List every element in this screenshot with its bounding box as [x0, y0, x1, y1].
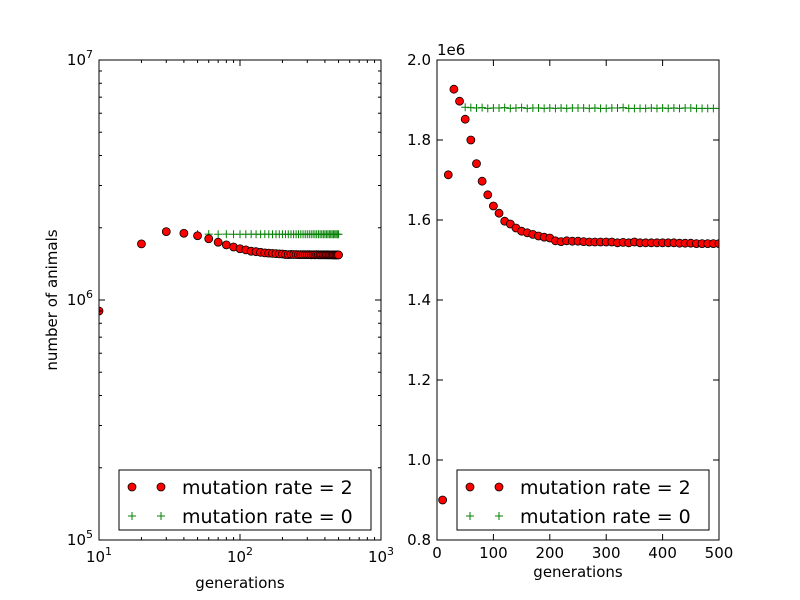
right-chart-legend-marker-plus [466, 512, 474, 520]
right-chart-point-mutation-rate-2 [714, 239, 719, 248]
right-chart-point-mutation-rate-2 [488, 201, 498, 211]
left-chart-point-mutation-rate-2 [137, 239, 146, 249]
right-chart-point-mutation-rate-0 [619, 103, 628, 112]
left-chart-legend: mutation rate = 2 mutation rate = 0 [118, 469, 372, 531]
left-chart-legend-marker-circle [127, 482, 137, 492]
left-chart-point-mutation-rate-2 [213, 237, 223, 247]
right-chart-x-tick-label: 300 [592, 544, 621, 562]
left-chart-point-mutation-rate-0 [214, 230, 223, 239]
right-chart-point-mutation-rate-2 [477, 176, 487, 186]
left-chart-x-tick-label: 103 [368, 545, 394, 566]
right-chart-legend-label: mutation rate = 2 [520, 477, 691, 499]
left-chart-y-tick-label: 106 [67, 288, 93, 309]
left-chart-point-mutation-rate-2 [161, 227, 171, 237]
right-chart-point-mutation-rate-2 [483, 190, 493, 200]
left-chart-point-mutation-rate-0 [222, 230, 231, 239]
right-chart-point-mutation-rate-2 [438, 495, 448, 505]
left-chart-legend-marker-plus [157, 512, 165, 520]
left-chart-legend-label: mutation rate = 0 [182, 506, 353, 528]
left-chart-point-mutation-rate-0 [334, 230, 343, 239]
left-chart-panel: 101 102 103 105 106 107 generations number of… [43, 48, 394, 592]
right-chart-panel: 0 100 200 300 400 500 0.8 1.0 1.2 1.4 1.6 1.8 2.0 1e… [407, 41, 733, 581]
left-chart-point-mutation-rate-2 [334, 250, 343, 260]
right-chart-point-mutation-rate-2 [460, 114, 470, 124]
right-chart-point-mutation-rate-0 [500, 103, 509, 112]
left-chart-legend-marker-plus [128, 512, 136, 520]
right-chart-plot-area [436, 59, 720, 541]
right-chart-legend-label: mutation rate = 0 [520, 506, 691, 528]
right-chart-data-points [438, 84, 719, 505]
right-chart-point-mutation-rate-2 [449, 84, 459, 94]
right-chart-y-tick-label: 0.8 [407, 531, 431, 549]
left-chart-point-mutation-rate-2 [193, 231, 202, 241]
right-chart-x-tick-label: 200 [535, 544, 564, 562]
right-chart-legend: mutation rate = 2 mutation rate = 0 [456, 469, 710, 531]
right-chart-y-tick-label: 1.2 [407, 371, 431, 389]
right-chart-point-mutation-rate-0 [517, 103, 526, 112]
right-chart-legend-marker-plus [495, 512, 503, 520]
right-chart-point-mutation-rate-0 [478, 103, 487, 112]
right-chart-point-mutation-rate-2 [472, 159, 481, 169]
left-chart-legend-marker-circle [156, 482, 166, 492]
left-chart-y-tick-label: 107 [67, 48, 93, 69]
right-chart-point-mutation-rate-2 [466, 135, 476, 145]
left-chart-point-mutation-rate-2 [204, 234, 214, 244]
right-chart-y-tick-label: 1.0 [407, 451, 431, 469]
left-chart-y-tick-label: 105 [67, 528, 93, 549]
right-chart-y-tick-label: 2.0 [407, 51, 431, 69]
left-chart-point-mutation-rate-2 [221, 240, 231, 250]
right-chart-y-tick-label: 1.6 [407, 211, 431, 229]
right-chart-x-tick-label: 0 [432, 544, 442, 562]
right-chart-legend-marker-circle [494, 482, 504, 492]
right-chart-y-offset-label: 1e6 [437, 41, 465, 59]
right-chart-point-mutation-rate-0 [715, 104, 719, 113]
left-chart-x-tick-label: 102 [227, 545, 253, 566]
left-chart-y-axis-label: number of animals [43, 229, 61, 370]
right-chart-y-tick-label: 1.4 [407, 291, 431, 309]
left-chart-data-points [99, 227, 343, 316]
right-chart-legend-marker-circle [465, 482, 475, 492]
right-chart-x-tick-label: 500 [705, 544, 734, 562]
right-chart-axis-ticks: 0 100 200 300 400 500 0.8 1.0 1.2 1.4 1.6 1.8 2.0 [407, 51, 733, 562]
right-chart-y-tick-label: 1.8 [407, 131, 431, 149]
right-chart-x-tick-label: 400 [648, 544, 677, 562]
left-chart-x-tick-label: 101 [86, 545, 112, 566]
right-chart-point-mutation-rate-2 [455, 96, 464, 106]
right-chart-x-axis-label: generations [533, 563, 623, 581]
right-chart-point-mutation-rate-2 [443, 170, 453, 180]
left-chart-point-mutation-rate-2 [179, 228, 189, 238]
left-chart-legend-label: mutation rate = 2 [182, 477, 353, 499]
left-chart-plot-area [98, 59, 382, 541]
right-chart-x-tick-label: 100 [479, 544, 508, 562]
left-chart-x-axis-label: generations [195, 574, 285, 592]
right-chart-point-mutation-rate-2 [494, 208, 504, 218]
